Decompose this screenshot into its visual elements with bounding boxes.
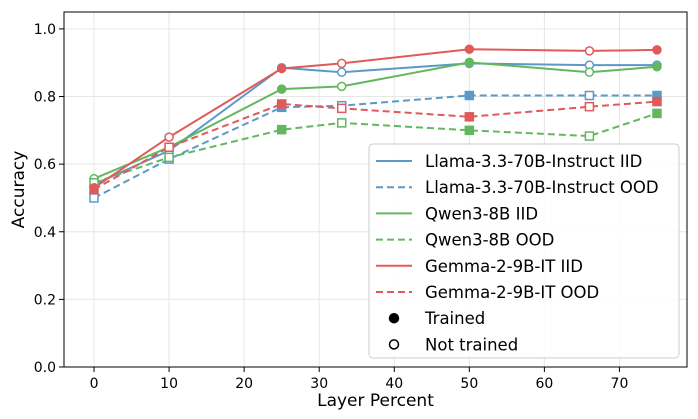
data-point [584,67,595,77]
data-point [652,62,662,72]
legend-label: Gemma-2-9B-IT OOD [425,283,599,302]
data-point [584,101,595,112]
x-tick-label: 50 [460,376,478,392]
legend-label: Qwen3-8B OOD [425,231,554,250]
y-tick-label: 0.0 [34,360,56,376]
legend-label: Llama-3.3-70B-Instruct IID [425,152,642,171]
data-point [164,152,174,163]
data-point [464,57,475,68]
data-point [164,132,174,142]
y-tick-label: 1.0 [34,22,56,38]
y-tick-label: 0.8 [34,90,56,106]
y-axis-label: Accuracy [9,151,29,229]
data-point [464,125,475,136]
data-point [89,193,99,203]
legend-label: Trained [424,309,485,328]
legend-item: Gemma-2-9B-IT OOD [376,283,599,302]
data-point [276,124,287,135]
legend-label: Not trained [425,335,518,354]
axis-ticks: 0 10 20 30 40 50 60 70 0.0 0.2 0.4 0.6 0.8 1.0 [34,22,629,392]
y-tick-label: 0.6 [34,157,56,173]
data-point [584,46,595,56]
data-point [584,131,595,141]
legend-item: Qwen3-8B OOD [376,231,554,250]
data-point [336,103,347,114]
legend-box [368,143,680,359]
data-point [276,99,287,109]
data-point [276,84,287,94]
legend-label: Llama-3.3-70B-Instruct OOD [425,178,659,197]
x-tick-label: 60 [535,376,553,392]
data-point [584,90,595,101]
data-point [652,96,662,107]
legend-item: Llama-3.3-70B-Instruct IID [376,152,642,171]
legend-item: Llama-3.3-70B-Instruct OOD [376,178,659,197]
y-tick-label: 0.2 [34,292,56,308]
legend-item: Trained [388,309,485,328]
legend-swatch [388,339,400,350]
legend-item: Not trained [388,335,518,354]
legend-label: Qwen3-8B IID [425,204,538,223]
x-axis-label: Layer Percent [317,391,434,411]
plot-frame [63,11,688,368]
data-point [336,67,347,77]
data-point [89,184,99,195]
x-tick-label: 20 [235,376,253,392]
data-point [652,45,662,55]
data-point [276,63,287,74]
y-tick-label: 0.4 [34,225,56,241]
x-tick-label: 30 [310,376,328,392]
x-tick-label: 10 [160,376,178,392]
legend-label: Gemma-2-9B-IT IID [425,257,583,276]
x-tick-label: 0 [90,376,99,392]
data-point [336,58,347,69]
series-markers [89,44,662,203]
legend-item: Gemma-2-9B-IT IID [376,257,583,276]
legend-swatch [388,312,400,324]
data-point [336,81,347,92]
data-point [464,44,475,54]
data-point [336,118,347,128]
data-point [464,112,475,122]
data-point [164,142,174,152]
data-point [464,90,475,101]
data-point [652,108,662,119]
x-tick-label: 70 [611,376,629,392]
x-tick-label: 40 [385,376,403,392]
legend: Llama-3.3-70B-Instruct IID Llama-3.3-70B-… [368,143,680,359]
legend-item: Qwen3-8B IID [376,204,538,223]
